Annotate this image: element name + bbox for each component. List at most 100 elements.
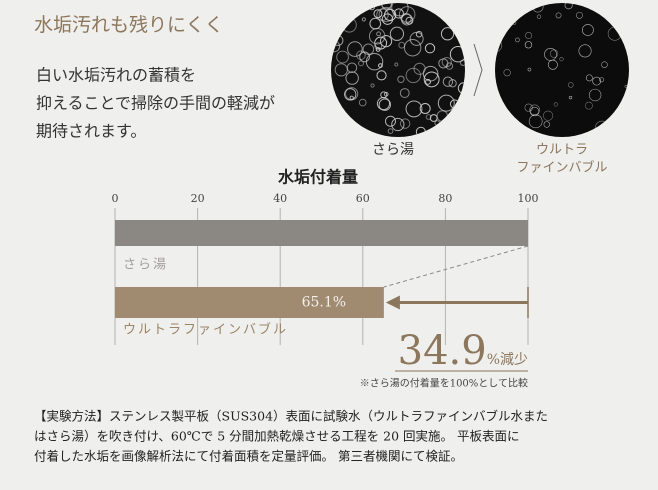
bubble [368,28,386,45]
arrow-head [385,295,400,310]
bubble [543,121,550,128]
bubble [619,32,625,39]
bubble [387,128,394,134]
bubble [555,12,562,19]
bubble [515,37,520,43]
bubble [442,76,454,87]
bubble [559,57,564,62]
x-tick-label: 20 [191,192,205,205]
bubble [529,3,537,7]
bubble [356,50,366,61]
bubble [440,27,455,41]
bubble [375,47,381,52]
category-label: さら湯 [123,258,168,273]
bubble [405,67,422,84]
bubble [424,43,436,54]
dashed-guide [383,245,529,288]
bubble [358,98,367,107]
image-label: さら湯 [372,141,414,158]
bubble [419,103,431,114]
bubble [374,42,383,50]
bubble [384,115,397,127]
annotation-number: 34.9 [398,328,487,374]
bubble [553,102,558,107]
description: 期待されます。 [36,122,146,141]
bubble [455,3,464,8]
x-tick-label: 60 [356,192,370,205]
annotation: 34.9%減少 [398,328,528,374]
bubble [401,13,413,26]
bubble [359,51,370,63]
bubble [525,31,533,40]
bubble [376,31,382,37]
bubble [336,50,349,64]
bubble [423,71,440,88]
bubble [346,62,358,73]
bubble [389,26,405,41]
bubble [588,88,602,102]
bubble [394,62,399,67]
bubble [455,116,465,127]
bubble [441,56,452,68]
bubble [448,79,457,88]
bubble [337,8,351,22]
bubble [398,6,416,23]
bubble [529,104,540,116]
bubble [399,118,411,129]
bubble [564,3,573,10]
description: 白い水垢汚れの蓄積を [36,66,196,85]
bubble [437,94,455,112]
description: 抑えることで掃除の手間の軽減が [36,94,275,113]
chart-title: 水垢付着量 [278,168,358,187]
bubble [620,98,629,112]
image-label: ファインバブル [516,160,607,176]
bubble [495,3,502,11]
bubble [495,14,503,26]
bubble [425,114,432,120]
method: はさら湯）を吹き付け、60℃で 5 分間加熱乾燥させる工程を 20 回実施。 平… [34,429,520,444]
bubble [568,82,574,88]
bubble [524,41,533,49]
bubble [397,75,405,83]
bubble [331,6,340,16]
footnote: ※さら湯の付着量を100%として比較 [360,377,528,390]
bubble [581,24,594,36]
bubble [616,10,626,20]
bubble [331,112,335,119]
bubble [399,88,410,98]
bar [115,220,528,246]
bubble [347,41,363,57]
bubble [449,46,465,63]
bubble [503,69,511,77]
bubble [598,134,603,137]
bubble [625,3,629,9]
bubble [576,11,583,19]
bubble [585,74,593,82]
x-tick-label: 0 [112,192,119,205]
bubble [568,95,573,100]
bubble [536,14,542,19]
bubble [378,63,383,68]
bubble [413,62,426,75]
bubble [585,101,593,110]
bubble [445,62,454,70]
chevron [473,43,483,97]
bubble [529,106,540,117]
heading: 水垢汚れも残りにくく [34,14,224,36]
bubble [601,61,608,68]
bubble [495,100,499,106]
bubble [334,125,341,133]
bubble [370,83,375,88]
bubble [378,98,392,111]
method: 付着した水垢を画像解析法にて付着面積を定量評価。 第三者機関にて検証。 [34,449,463,464]
bubble [345,71,359,85]
x-tick-label: 40 [273,192,287,205]
bubble [336,128,347,137]
bubble [362,43,375,55]
bubble [544,48,557,61]
bubble [378,6,394,23]
bubble [405,100,423,118]
method: 【実験方法】ステンレス製平板（SUS304）表面に試験水（ウルトラファインバブル… [34,409,548,424]
